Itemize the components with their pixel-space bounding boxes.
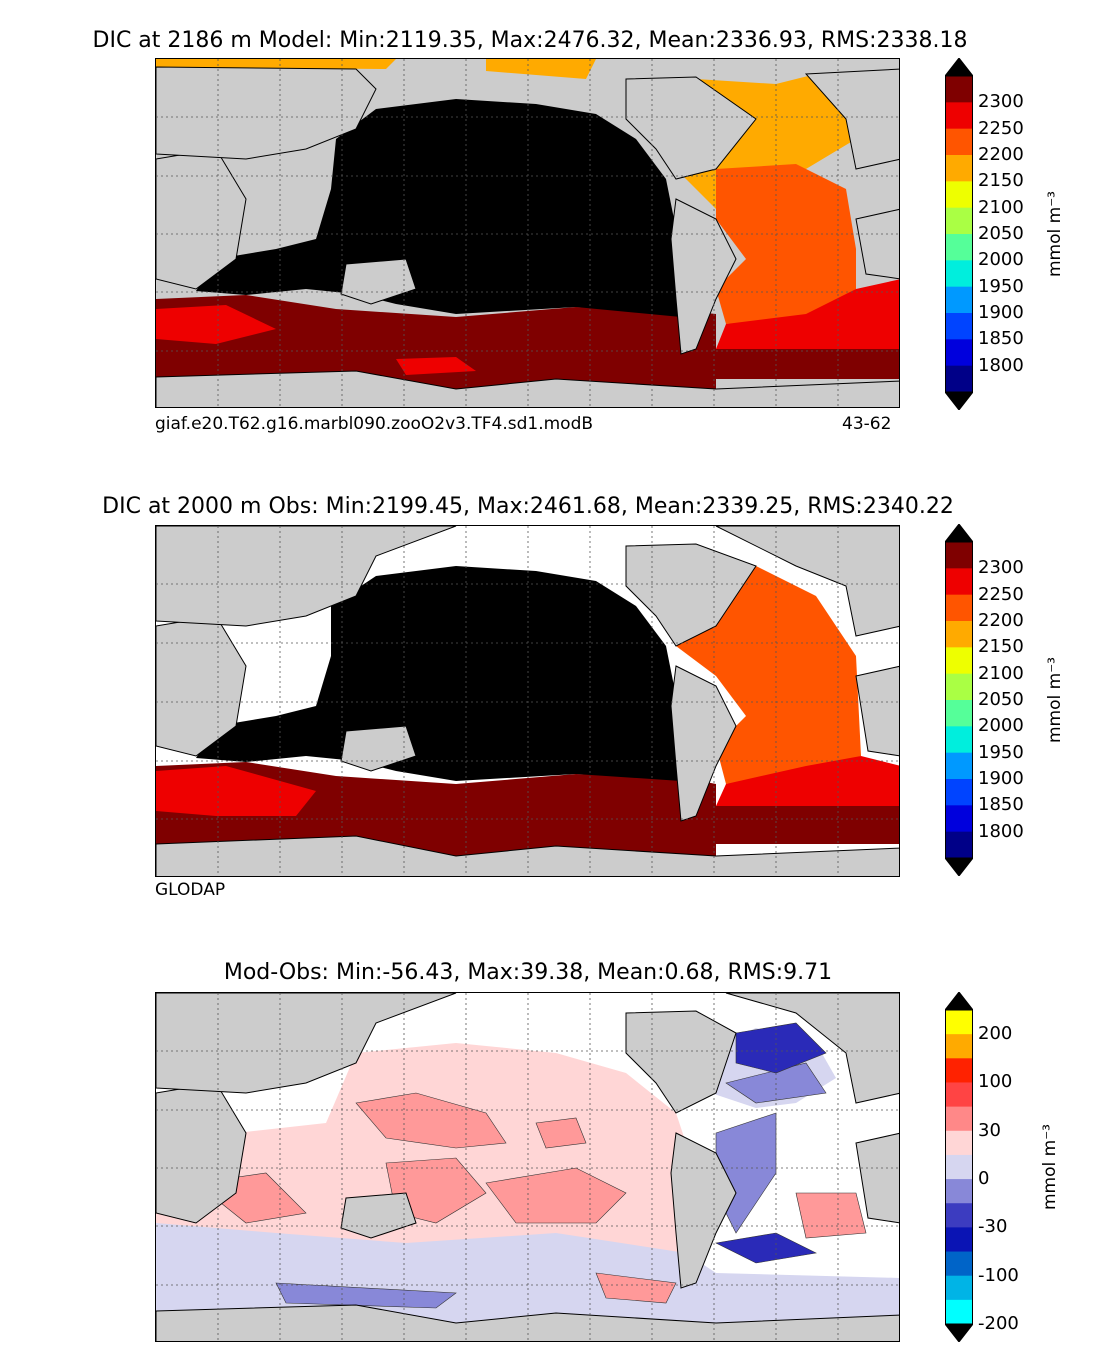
colorbar-segment [945,779,973,806]
diff-colorbar [943,991,975,1343]
colorbar-segment [945,339,973,367]
colorbar-tick-label: 2150 [978,170,1024,192]
colorbar-segment [945,700,973,727]
colorbar-segment [945,1082,973,1108]
colorbar-segment [945,542,973,569]
colorbar-tick-label: -30 [978,1216,1008,1238]
colorbar-segment [945,1227,973,1253]
colorbar-tick-label: 2000 [978,249,1024,271]
colorbar-under-arrow [943,391,975,411]
colorbar-segment [945,365,973,393]
model-panel-title: DIC at 2186 m Model: Min:2119.35, Max:24… [92,28,968,53]
colorbar-over-arrow [943,991,975,1011]
colorbar-tick-label: 1800 [978,820,1024,842]
colorbar-segment [945,1275,973,1301]
colorbar-segment [945,76,973,103]
colorbar-tick-label: 1950 [978,275,1024,297]
colorbar-tick-label: 30 [978,1119,1001,1141]
diff-colorbar-graphic [943,991,975,1343]
colorbar-segment [945,805,973,833]
colorbar-segment [945,1251,973,1277]
colorbar-tick-label: 2150 [978,636,1024,658]
colorbar-segment [945,1034,973,1059]
colorbar-tick-label: 2300 [978,91,1024,113]
diff-colorbar-label: mmol m⁻³ [1040,1124,1060,1210]
colorbar-segment [945,1130,973,1156]
model-year-range: 43-62 [842,414,892,434]
colorbar-segment [945,1179,973,1204]
colorbar-segment [945,313,973,340]
colorbar-tick-label: 2000 [978,715,1024,737]
colorbar-segment [945,286,973,314]
colorbar-tick-label: -200 [978,1313,1019,1334]
obs-source-name: GLODAP [155,880,226,900]
colorbar-tick-label: 2050 [978,223,1024,244]
diff-map [155,992,900,1342]
colorbar-segment [945,647,973,675]
colorbar-tick-label: 2300 [978,557,1024,579]
obs-colorbar [943,523,975,877]
colorbar-under-arrow [943,857,975,877]
model-map-graphic [156,59,899,407]
model-colorbar-label: mmol m⁻³ [1045,191,1065,277]
colorbar-segment [945,1010,973,1035]
colorbar-tick-label: 2250 [978,583,1024,605]
obs-map-graphic [156,526,899,876]
model-colorbar-graphic [943,57,975,411]
colorbar-tick-label: 2250 [978,117,1024,139]
obs-map [155,525,900,877]
colorbar-over-arrow [943,57,975,77]
colorbar-segment [945,234,973,261]
colorbar-segment [945,568,973,596]
colorbar-segment [945,831,973,859]
colorbar-segment [945,1058,973,1083]
colorbar-under-arrow [943,1323,975,1343]
colorbar-segment [945,260,973,288]
colorbar-tick-label: 2200 [978,144,1024,165]
obs-panel-title: DIC at 2000 m Obs: Min:2199.45, Max:2461… [102,494,954,519]
colorbar-tick-label: 1850 [978,794,1024,816]
colorbar-segment [945,726,973,754]
colorbar-tick-label: 0 [978,1168,990,1190]
colorbar-tick-label: 1850 [978,328,1024,350]
colorbar-tick-label: 1900 [978,302,1024,323]
colorbar-tick-label: 1800 [978,354,1024,376]
colorbar-segment [945,1299,973,1325]
colorbar-tick-label: -100 [978,1264,1019,1286]
colorbar-segment [945,594,973,622]
colorbar-tick-label: 1950 [978,741,1024,763]
diff-map-graphic [156,993,899,1341]
colorbar-segment [945,155,973,182]
colorbar-tick-label: 2200 [978,610,1024,631]
diff-panel-title: Mod-Obs: Min:-56.43, Max:39.38, Mean:0.6… [223,960,833,985]
colorbar-tick-label: 1900 [978,768,1024,789]
colorbar-tick-label: 2100 [978,662,1024,684]
colorbar-tick-label: 2100 [978,196,1024,218]
colorbar-segment [945,207,973,235]
colorbar-segment [945,1106,973,1132]
colorbar-segment [945,128,973,156]
colorbar-segment [945,181,973,209]
model-run-name: giaf.e20.T62.g16.marbl090.zooO2v3.TF4.sd… [155,414,594,434]
obs-colorbar-graphic [943,523,975,877]
colorbar-segment [945,1154,973,1180]
colorbar-tick-label: 2050 [978,689,1024,710]
model-map [155,58,900,408]
colorbar-tick-label: 100 [978,1071,1013,1093]
colorbar-segment [945,102,973,130]
model-colorbar [943,57,975,411]
colorbar-segment [945,1203,973,1228]
colorbar-segment [945,752,973,780]
colorbar-segment [945,621,973,648]
colorbar-over-arrow [943,523,975,543]
colorbar-segment [945,673,973,701]
obs-colorbar-label: mmol m⁻³ [1045,657,1065,743]
colorbar-tick-label: 200 [978,1023,1013,1045]
